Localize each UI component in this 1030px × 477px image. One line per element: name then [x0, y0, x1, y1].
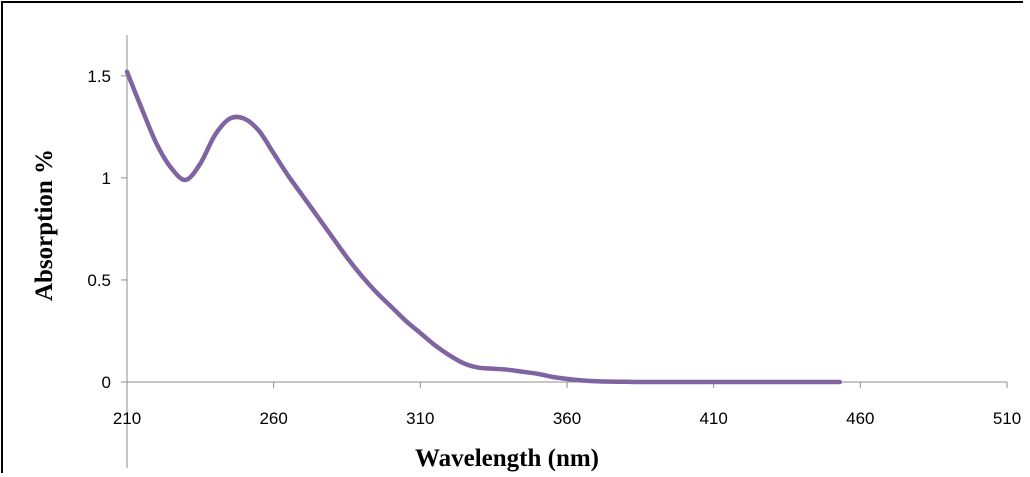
x-tick-label: 260	[259, 409, 287, 428]
x-axis-title: Wavelength (nm)	[415, 445, 599, 472]
x-tick-label: 410	[699, 409, 727, 428]
x-tick-label: 360	[553, 409, 581, 428]
chart-series	[124, 69, 843, 385]
y-tick-label: 1	[102, 169, 111, 188]
x-tick-label: 460	[846, 409, 874, 428]
x-tick-label: 210	[113, 409, 141, 428]
y-tick-label: 0	[102, 373, 111, 392]
y-tick-label: 1.5	[87, 67, 111, 86]
x-tick-label: 510	[993, 409, 1021, 428]
chart-axes	[121, 35, 1008, 468]
tick-labels: 0 0.5 1 1.5 210 260 310 360 410 460 510	[87, 67, 1021, 428]
y-axis-title: Absorption %	[31, 149, 58, 301]
y-tick-label: 0.5	[87, 271, 111, 290]
x-tick-label: 310	[406, 409, 434, 428]
series-line	[124, 69, 843, 385]
